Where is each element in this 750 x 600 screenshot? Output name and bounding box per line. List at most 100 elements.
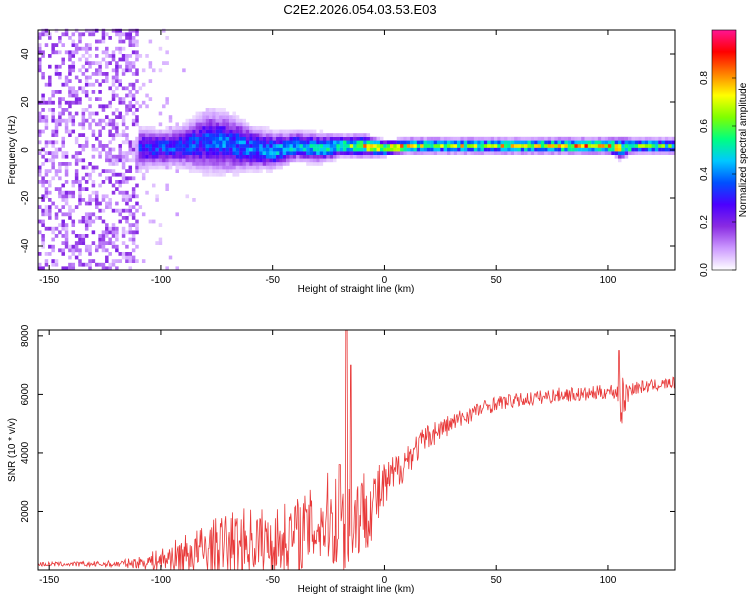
spectrogram-cell: [148, 64, 153, 69]
spectrogram-cell: [239, 147, 243, 152]
spectrogram-cell: [198, 165, 203, 170]
spectrogram-cell: [514, 140, 518, 145]
spectrogram-cell: [363, 140, 367, 145]
spectrogram-cell: [158, 68, 163, 73]
spectrogram-cell: [131, 50, 136, 55]
spectrogram-cell: [41, 154, 45, 159]
spectrogram-cell: [306, 144, 310, 148]
spectrogram-cell: [175, 151, 179, 155]
y-tick-label: 20: [20, 96, 31, 108]
spectrogram-cell: [272, 136, 277, 141]
spectrogram-cell: [118, 259, 122, 263]
spectrogram-cell: [64, 28, 69, 33]
spectrogram-cell: [178, 136, 183, 141]
spectrogram-cell: [215, 118, 220, 123]
spectrogram-cell: [282, 151, 287, 155]
spectrogram-cell: [88, 64, 92, 69]
spectrogram-cell: [644, 136, 649, 141]
spectrogram-cell: [255, 154, 260, 159]
spectrogram-cell: [265, 144, 270, 148]
spectrogram-cell: [219, 169, 223, 173]
spectrogram-cell: [212, 115, 216, 119]
spectrogram-cell: [51, 226, 55, 231]
spectrogram-cell: [74, 93, 79, 98]
spectrogram-cell: [141, 176, 146, 181]
spectrogram-cell: [175, 212, 179, 217]
spectrogram-cell: [467, 140, 471, 145]
spectrogram-cell: [239, 126, 243, 130]
spectrogram-cell: [78, 36, 82, 40]
spectrogram-cell: [235, 154, 240, 159]
spectrogram-cell: [71, 118, 76, 123]
spectrogram-cell: [111, 158, 116, 163]
spectrogram-cell: [141, 158, 146, 163]
spectrogram-cell: [175, 133, 179, 137]
spectrogram-cell: [457, 144, 461, 148]
spectrogram-cell: [664, 140, 669, 145]
spectrogram-cell: [316, 140, 320, 145]
spectrogram-cell: [71, 266, 76, 271]
colorbar: 0.00.20.40.60.8 Normalized spectral ampl…: [699, 29, 749, 277]
spectrogram-cell: [212, 122, 216, 127]
spectrogram-cell: [269, 162, 273, 166]
spectrogram-cell: [48, 198, 52, 202]
spectrogram-cell: [208, 151, 213, 155]
spectrogram-cell: [162, 147, 166, 152]
spectrogram-cell: [198, 162, 203, 166]
spectrogram-cell: [58, 75, 62, 80]
spectrogram-cell: [98, 72, 102, 76]
spectrogram-cell: [84, 68, 89, 73]
spectrogram-cell: [550, 136, 555, 141]
spectrogram-cell: [219, 133, 223, 137]
spectrogram-cell: [125, 86, 129, 91]
spectrogram-cell: [101, 248, 106, 253]
spectrogram-cell: [638, 147, 642, 152]
spectrogram-cell: [229, 169, 233, 173]
spectrogram-cell: [574, 144, 578, 148]
spectrogram-cell: [393, 140, 397, 145]
spectrogram-cell: [219, 154, 223, 159]
spectrogram-cell: [205, 126, 210, 130]
spectrogram-cell: [215, 154, 220, 159]
spectrogram-cell: [306, 140, 310, 145]
spectrogram-cell: [131, 64, 136, 69]
spectrogram-cell: [296, 133, 300, 137]
spectrogram-cell: [51, 46, 55, 51]
spectrogram-cell: [118, 252, 122, 256]
spectrogram-cell: [88, 223, 92, 227]
spectrogram-cell: [48, 151, 52, 155]
spectrogram-cell: [249, 133, 253, 137]
spectrogram-cell: [540, 136, 545, 141]
spectrogram-cell: [564, 140, 568, 145]
spectrogram-cell: [94, 79, 99, 83]
spectrogram-cell: [111, 28, 116, 33]
spectrogram-cell: [81, 144, 86, 148]
spectrogram-cell: [162, 28, 166, 33]
spectrogram-cell: [188, 118, 193, 123]
spectrogram-cell: [487, 151, 491, 155]
spectrogram-cell: [44, 169, 49, 173]
spectrogram-cell: [131, 234, 136, 238]
spectrogram-cell: [269, 147, 273, 152]
spectrogram-cell: [239, 133, 243, 137]
spectrogram-cell: [195, 136, 200, 141]
spectrogram-cell: [319, 154, 324, 159]
spectrogram-cell: [118, 219, 122, 224]
spectrogram-cell: [306, 147, 310, 152]
spectrogram-cell: [343, 133, 347, 137]
spectrogram-cell: [336, 151, 340, 155]
spectrogram-cell: [530, 136, 535, 141]
spectrogram-cell: [581, 144, 585, 148]
spectrogram-cell: [571, 136, 575, 141]
spectrogram-cell: [202, 162, 206, 166]
spectrogram-cell: [534, 151, 538, 155]
spectrogram-cell: [148, 136, 153, 141]
spectrogram-cell: [74, 140, 79, 145]
spectrogram-cell: [416, 151, 421, 155]
spectrogram-cell: [208, 147, 213, 152]
spectrogram-cell: [151, 126, 156, 130]
spectrogram-cell: [118, 50, 122, 55]
spectrogram-cell: [111, 162, 116, 166]
spectrogram-cell: [58, 165, 62, 170]
spectrogram-cell: [299, 133, 304, 137]
